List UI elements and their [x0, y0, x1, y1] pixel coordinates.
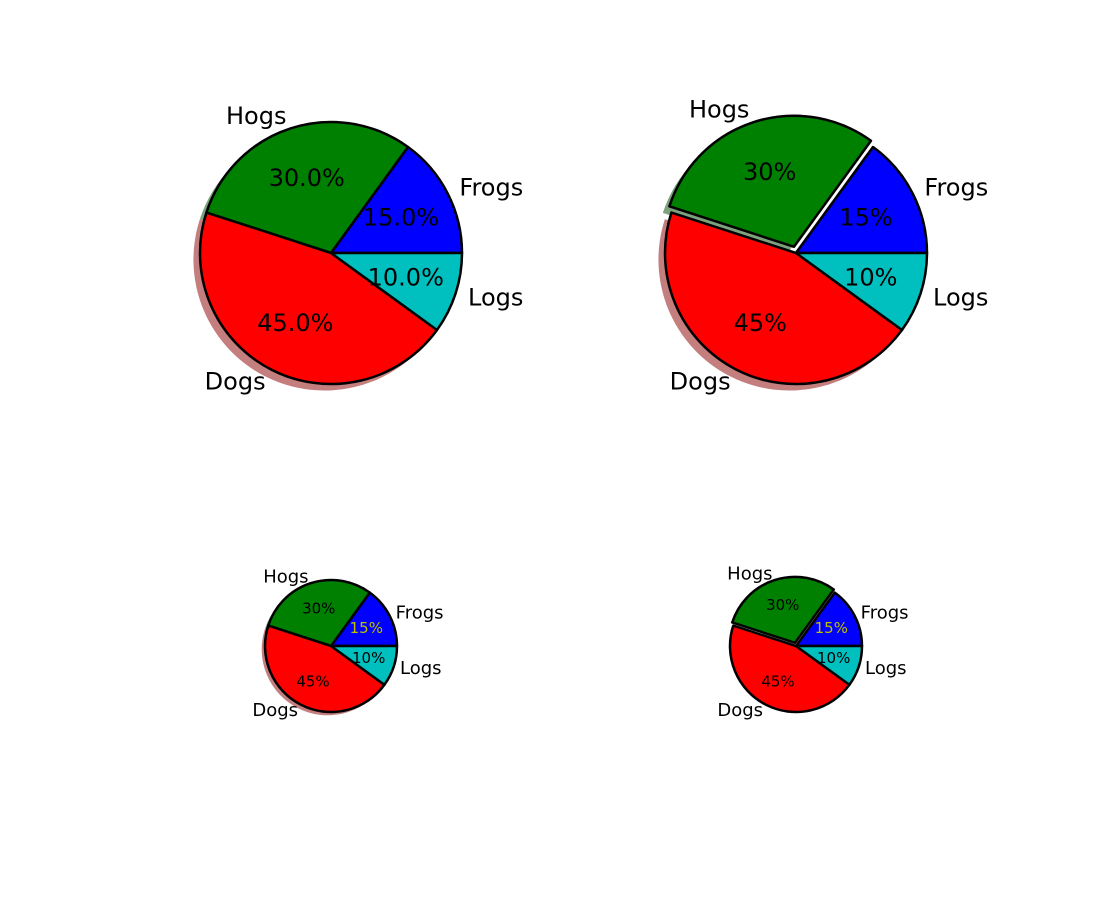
pie-slice-frogs	[329, 591, 399, 648]
pie-category-label: Hogs	[727, 563, 772, 584]
pie-slice-frogs	[794, 591, 864, 648]
pie-slice-frogs	[794, 145, 929, 255]
pie-percent-label: 15%	[350, 619, 383, 637]
pie-chart-3: Frogs Hogs Dogs Logs 15% 30% 45% 10%	[252, 566, 443, 721]
pie-slice-dogs	[663, 211, 904, 386]
pie-percent-label: 15%	[839, 203, 892, 231]
pie-category-label: Hogs	[689, 96, 749, 124]
pie-slice-logs	[329, 644, 399, 687]
pie-slice-dogs	[263, 624, 386, 714]
pie-category-label: Dogs	[670, 367, 731, 395]
pie-slice-frogs	[329, 145, 464, 255]
pie-percent-label: 45%	[761, 672, 794, 690]
pie-category-label: Hogs	[263, 566, 308, 587]
pie-slice-logs	[794, 251, 929, 332]
pie-slice-hogs	[668, 114, 873, 249]
pie-category-label: Logs	[865, 658, 907, 679]
pie-chart-1: Frogs Hogs Dogs Logs 15.0% 30.0% 45.0% 10.0%	[193, 102, 523, 395]
pie-percent-label: 15.0%	[363, 203, 439, 231]
pie-slice-hogs	[730, 575, 836, 645]
pie-percent-label: 15%	[815, 619, 848, 637]
pie-category-label: Frogs	[861, 603, 909, 624]
pie-percent-label: 45.0%	[257, 309, 333, 337]
pie-percent-label: 10%	[844, 263, 897, 291]
pie-slice-hogs	[205, 120, 410, 255]
pie-category-label: Hogs	[226, 102, 286, 130]
pie-slice-logs	[329, 251, 464, 332]
pie-chart-4: Frogs Hogs Dogs Logs 15% 30% 45% 10%	[717, 563, 908, 721]
pie-slice-dogs	[198, 211, 439, 386]
pie-slice-hogs	[266, 578, 372, 648]
pie-category-label: Logs	[933, 284, 988, 312]
pie-category-label: Frogs	[396, 603, 444, 624]
pie-percent-label: 30%	[766, 596, 799, 614]
pie-percent-label: 30%	[743, 158, 796, 186]
pie-percent-label: 30%	[302, 599, 335, 617]
charts-layer: FrogsHogsDogsLogs15.0%30.0%45.0%10.0%Fro…	[193, 96, 988, 721]
pie-percent-label: 10%	[817, 649, 850, 667]
pie-category-label: Dogs	[252, 700, 298, 721]
pie-chart-2: Frogs Hogs Dogs Logs 15% 30% 45% 10%	[658, 96, 988, 395]
pie-category-label: Dogs	[717, 700, 763, 721]
pie-slice-logs	[794, 644, 864, 687]
pie-category-label: Logs	[468, 284, 523, 312]
pie-slice-dogs	[728, 624, 851, 714]
pie-category-label: Logs	[400, 658, 442, 679]
pie-category-label: Frogs	[924, 174, 988, 202]
pie-percent-label: 30.0%	[269, 164, 345, 192]
pie-percent-label: 45%	[296, 672, 329, 690]
pie-percent-label: 10.0%	[368, 263, 444, 291]
pie-category-label: Dogs	[205, 367, 266, 395]
pie-percent-label: 45%	[734, 309, 787, 337]
pie-percent-label: 10%	[352, 649, 385, 667]
pie-category-label: Frogs	[459, 174, 523, 202]
